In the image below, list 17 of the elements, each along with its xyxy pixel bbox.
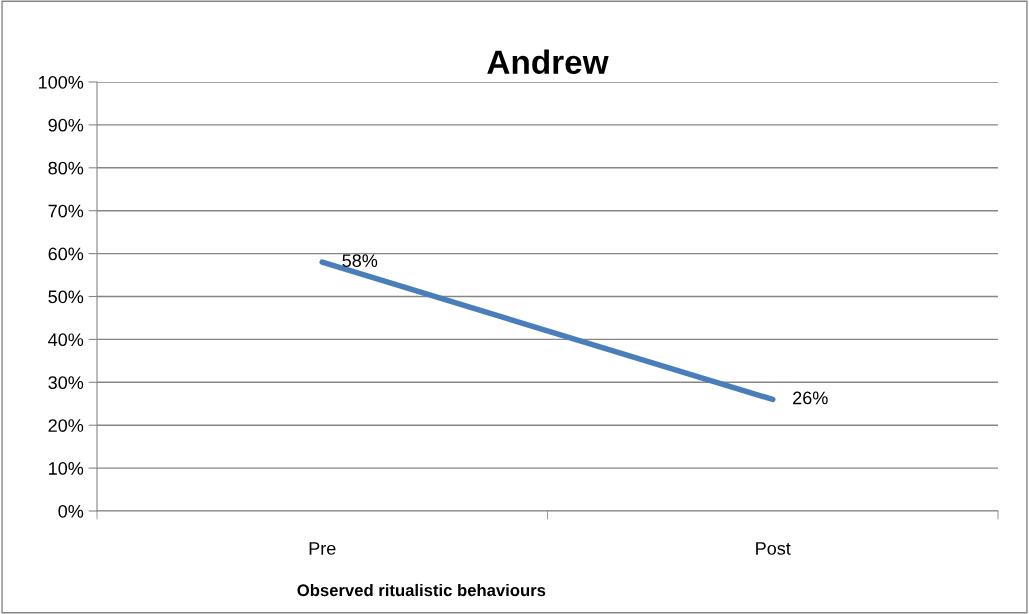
y-tick-label: 70% <box>48 204 84 218</box>
y-tick-label: 20% <box>48 419 84 432</box>
x-tick-label: Pre <box>309 542 336 555</box>
x-axis-title: Observed ritualistic behaviours <box>297 583 546 597</box>
y-tick-label: 0% <box>58 504 84 518</box>
data-label: 58% <box>342 254 378 268</box>
x-tick-label: Post <box>756 542 791 555</box>
y-tick-label: 80% <box>48 161 84 175</box>
chart-title: Andrew <box>487 49 609 74</box>
y-tick-label: 50% <box>48 290 84 304</box>
data-label: 26% <box>793 391 828 405</box>
y-tick-label: 30% <box>48 376 84 390</box>
y-tick-label: 40% <box>48 333 84 347</box>
y-tick-label: 90% <box>48 118 84 132</box>
y-tick-label: 100% <box>39 75 84 89</box>
y-tick-label: 10% <box>49 462 84 475</box>
y-tick-label: 60% <box>48 247 84 261</box>
